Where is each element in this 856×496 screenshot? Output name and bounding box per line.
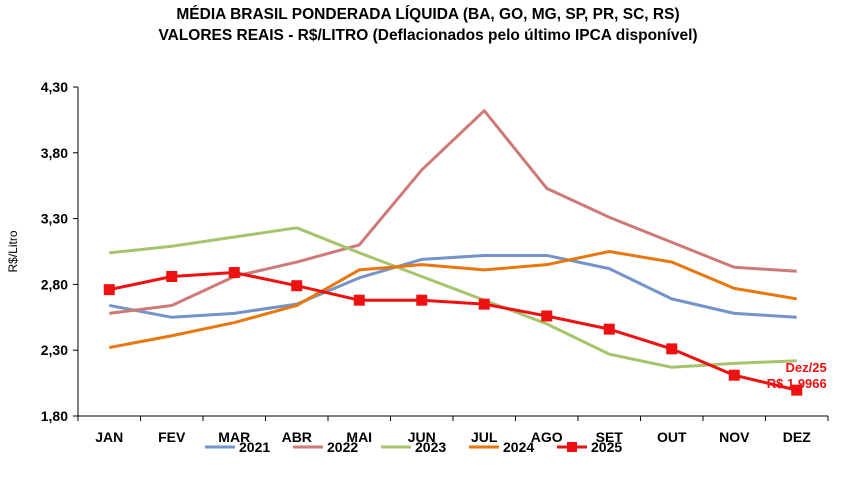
point-2025	[791, 384, 803, 396]
series-line-2024	[108, 250, 797, 350]
x-tick-label: FEV	[158, 429, 186, 445]
x-tick-label: NOV	[719, 429, 750, 445]
point-2025	[728, 369, 740, 381]
point-2025	[666, 343, 678, 355]
annotation-label: R$ 1,9966	[767, 376, 827, 391]
point-2025	[478, 298, 490, 310]
tick-labels: 1,80 2,30 2,80 3,30 3,80 4,30 JAN FEV MAR ABR MAI J…	[6, 79, 811, 445]
point-2025	[603, 323, 615, 335]
axes	[73, 86, 829, 421]
point-2025	[353, 294, 365, 306]
x-tick-label: MAR	[218, 429, 250, 445]
y-tick-label: 3,30	[41, 211, 68, 227]
series-line-2025	[108, 271, 798, 392]
point-2025	[416, 294, 428, 306]
x-tick-label: DEZ	[783, 429, 811, 445]
y-axis-label: R$/Litro	[6, 230, 20, 272]
legend-label-2022: 2022	[327, 439, 358, 455]
point-2025	[103, 284, 115, 296]
legend-label-2021: 2021	[239, 439, 270, 455]
legend-label-2024: 2024	[503, 439, 534, 455]
point-2025	[541, 310, 553, 322]
legend-marker-2025	[567, 442, 577, 452]
annotation-label: Dez/25	[786, 360, 827, 375]
y-tick-label: 4,30	[41, 79, 68, 95]
y-tick-label: 2,30	[41, 342, 68, 358]
x-tick-label: JAN	[95, 429, 123, 445]
y-tick-label: 1,80	[41, 408, 68, 424]
x-tick-label: JUL	[471, 429, 498, 445]
series-line-2022	[109, 109, 797, 315]
y-tick-label: 2,80	[41, 276, 68, 292]
point-2025	[291, 280, 303, 292]
series-line-2023	[109, 226, 797, 369]
legend: 2021 2022 2023 2024 2025	[205, 439, 622, 455]
chart-title: MÉDIA BRASIL PONDERADA LÍQUIDA (BA, GO, …	[176, 6, 680, 23]
annotations: Dez/25R$ 1,9966	[767, 360, 827, 391]
chart-subtitle: VALORES REAIS - R$/LITRO (Deflacionados …	[158, 27, 698, 44]
series-line-2021	[108, 253, 797, 319]
x-tick-label: SET	[596, 429, 624, 445]
legend-label-2023: 2023	[415, 439, 446, 455]
x-tick-label: ABR	[282, 429, 312, 445]
series-group	[103, 109, 803, 396]
x-tick-label: JUN	[408, 429, 436, 445]
y-tick-label: 3,80	[41, 145, 68, 161]
point-2025	[228, 267, 240, 279]
legend-label-2025: 2025	[591, 439, 622, 455]
x-tick-label: AGO	[531, 429, 563, 445]
x-tick-label: OUT	[657, 429, 687, 445]
x-tick-label: MAI	[346, 429, 372, 445]
point-2025	[166, 271, 178, 283]
